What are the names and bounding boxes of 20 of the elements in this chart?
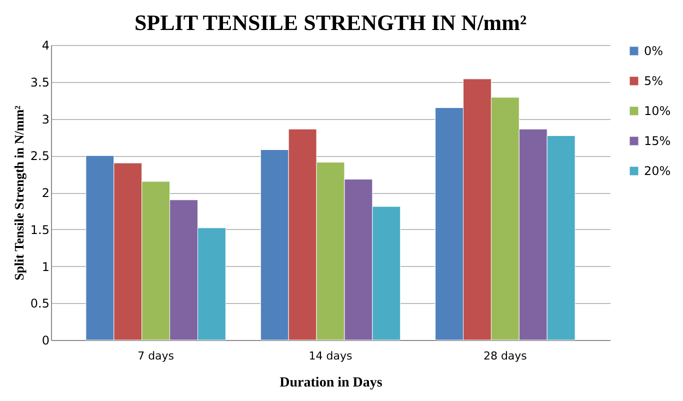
legend-label: 0%	[644, 44, 664, 58]
y-tick-label: 2	[42, 186, 50, 200]
legend-label: 5%	[644, 74, 664, 88]
x-tick-label: 28 days	[483, 350, 528, 362]
y-tick-label: 3.5	[30, 75, 50, 90]
y-axis-title: Split Tensile Strength in N/mm²	[11, 105, 26, 280]
legend-label: 20%	[644, 164, 671, 178]
legend-label: 15%	[644, 134, 671, 148]
chart-title: SPLIT TENSILE STRENGTH IN N/mm²	[134, 10, 527, 35]
y-tick-label: 0	[42, 334, 50, 348]
y-tick-label: 1	[42, 260, 50, 274]
x-axis-title: Duration in Days	[280, 376, 383, 390]
y-tick-label: 3	[42, 112, 50, 126]
x-tick-label: 14 days	[308, 350, 352, 362]
legend-label: 10%	[644, 104, 671, 118]
y-tick-label: 1.5	[30, 222, 50, 237]
y-tick-label: 0.5	[30, 296, 50, 311]
y-tick-label: 2.5	[30, 149, 50, 164]
x-tick-label: 7 days	[138, 350, 174, 362]
y-tick-label: 4	[42, 38, 50, 52]
